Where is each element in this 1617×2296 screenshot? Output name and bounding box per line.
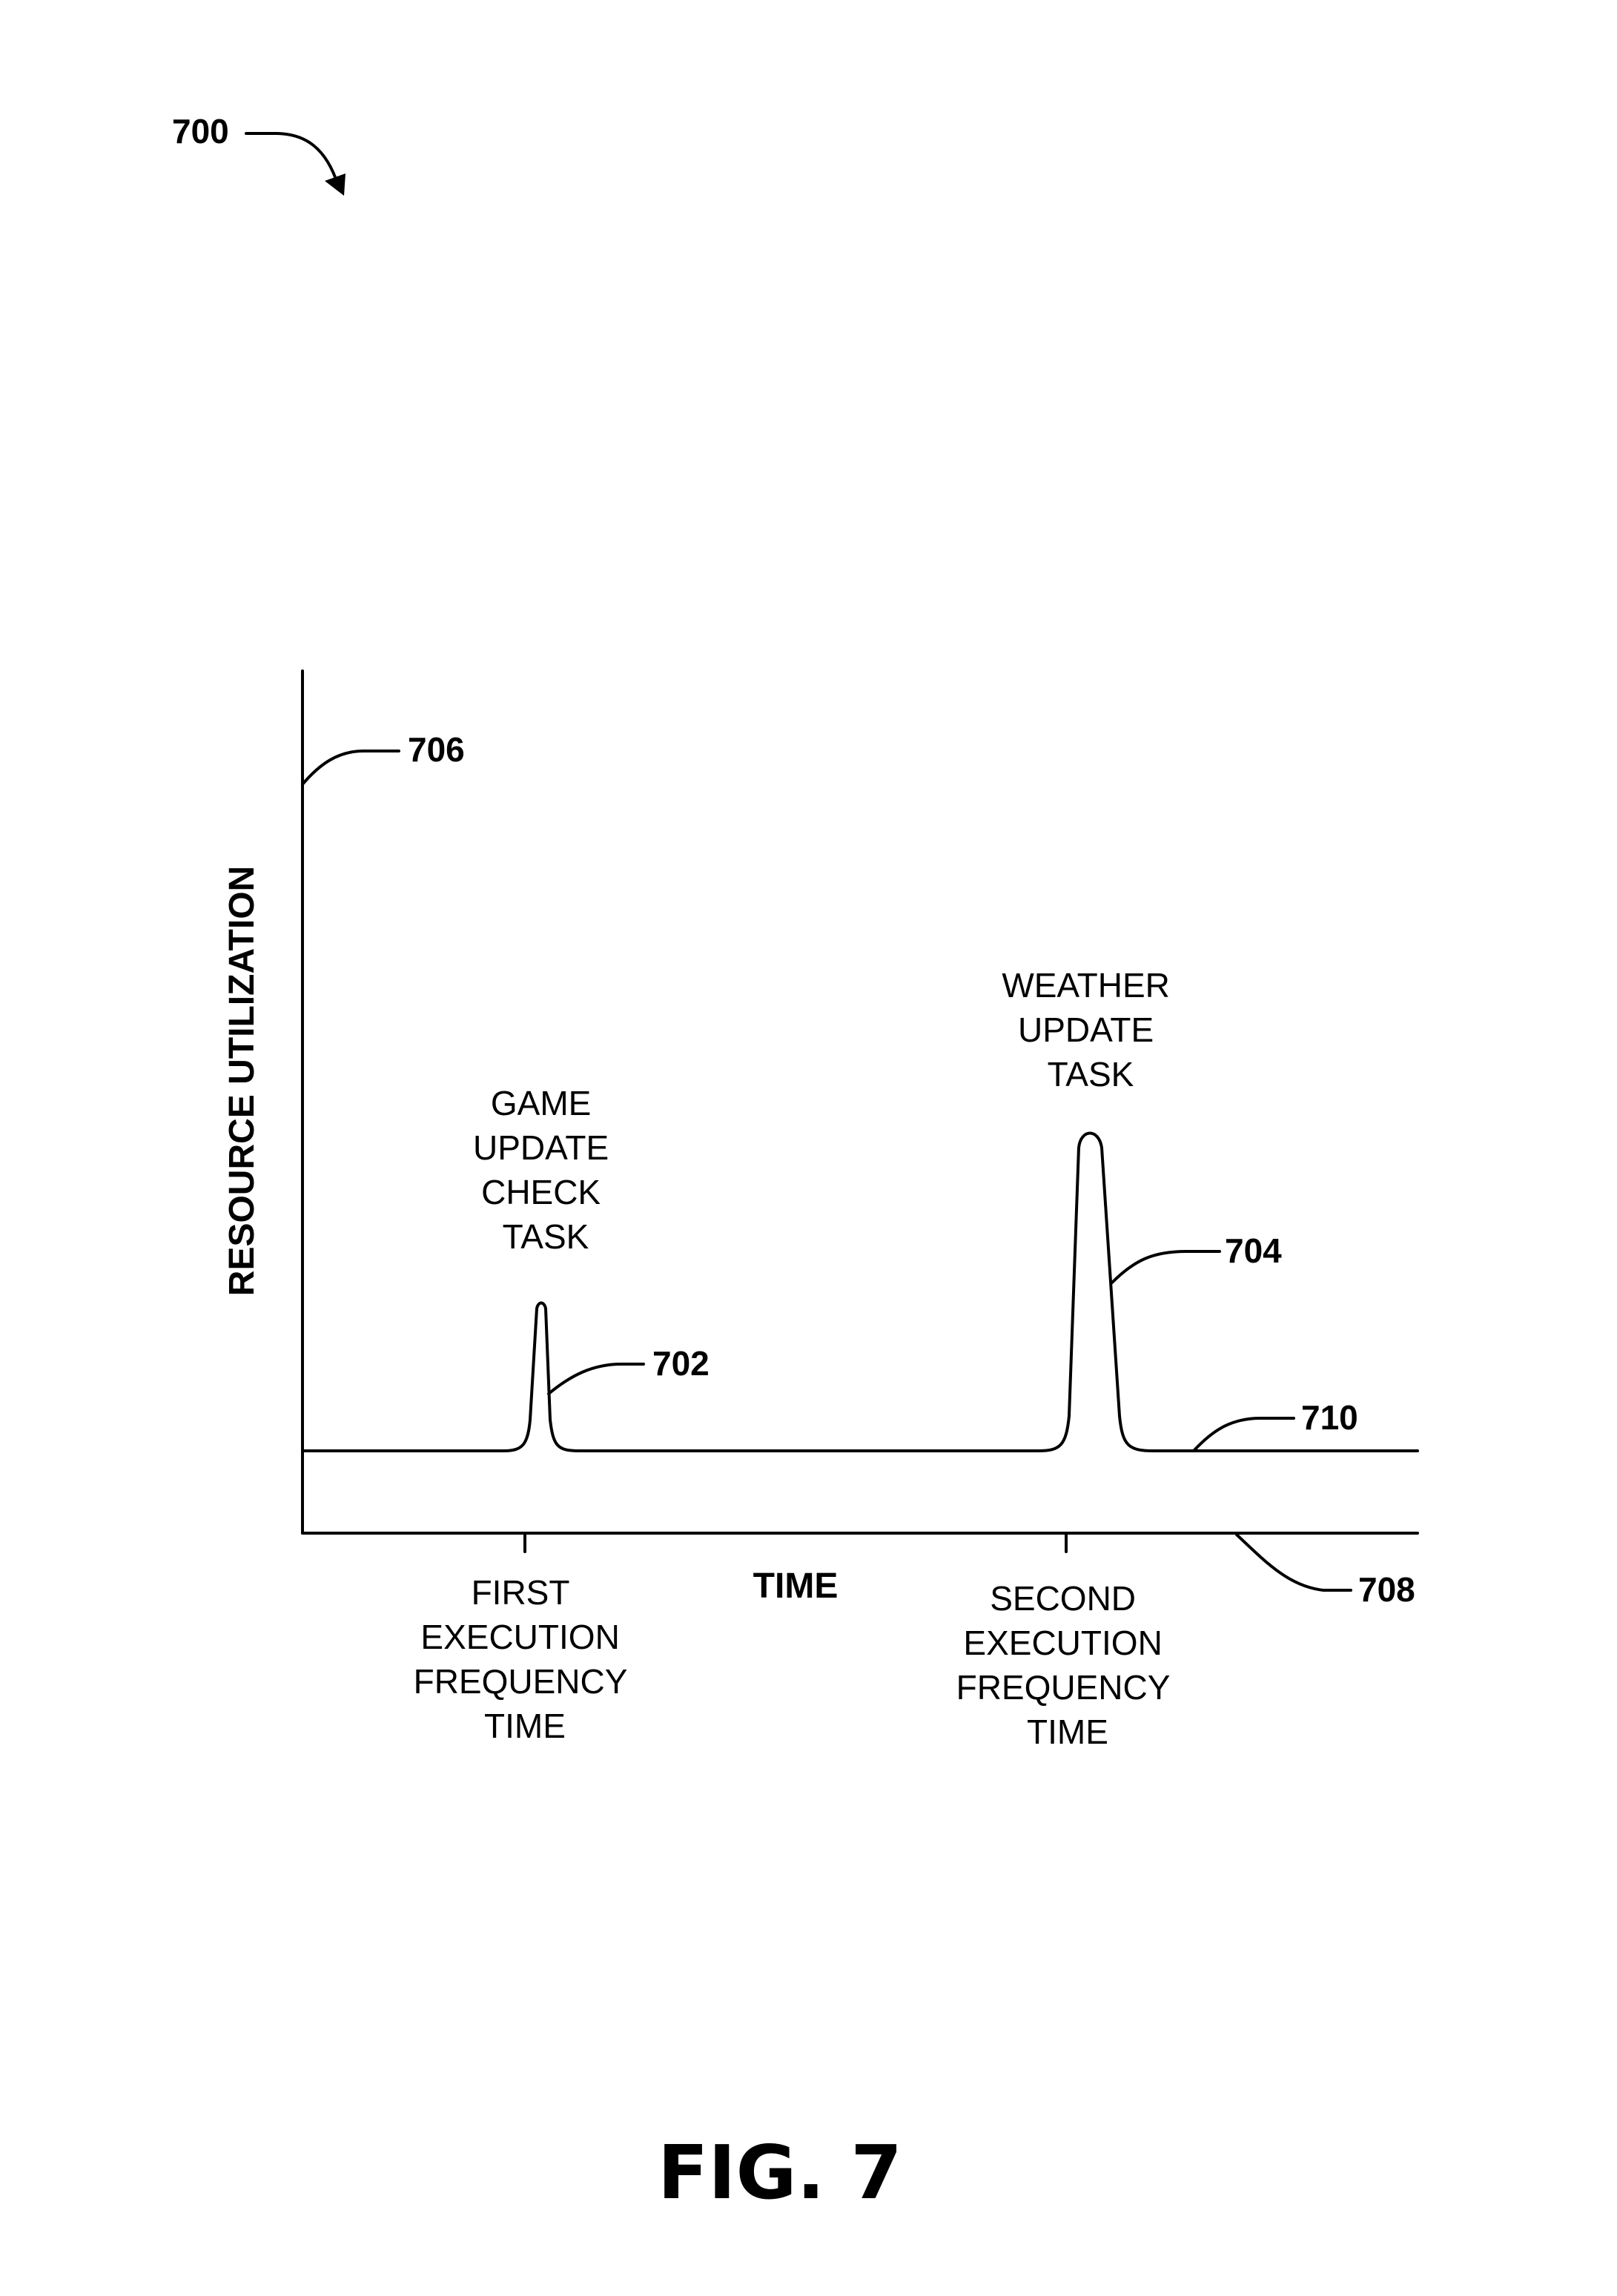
second-execution-frequency-time-label: SECOND EXECUTION FREQUENCY TIME — [956, 1579, 1180, 1751]
utilization-curve — [302, 1134, 1418, 1452]
game-update-check-task-label: GAME UPDATE CHECK TASK — [473, 1084, 618, 1256]
peak-704-ref: 704 — [1225, 1231, 1282, 1270]
baseline-leader — [1194, 1418, 1294, 1451]
x-axis-ref: 708 — [1358, 1570, 1415, 1609]
baseline-ref: 710 — [1301, 1398, 1358, 1437]
weather-update-task-label: WEATHER UPDATE TASK — [1002, 966, 1179, 1094]
peak-702-ref: 702 — [652, 1344, 710, 1383]
y-axis-leader — [302, 751, 399, 784]
peak-702-leader — [549, 1364, 644, 1394]
y-axis-title: RESOURCE UTILIZATION — [222, 866, 262, 1296]
figure-ref-number: 700 — [172, 112, 229, 150]
first-execution-frequency-time-label: FIRST EXECUTION FREQUENCY TIME — [414, 1573, 637, 1745]
peak-704-leader — [1112, 1251, 1220, 1283]
x-axis-title: TIME — [753, 1566, 839, 1606]
figure-ref-arrow — [246, 133, 338, 185]
x-axis-leader — [1237, 1535, 1351, 1590]
figure-caption: FIG. 7 — [658, 2129, 902, 2216]
y-axis-ref: 706 — [408, 730, 465, 769]
